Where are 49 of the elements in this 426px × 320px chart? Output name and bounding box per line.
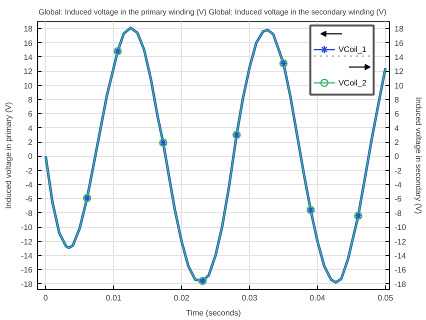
legend-label: VCoil_1: [338, 45, 368, 54]
y2-tick-label: -12: [394, 237, 407, 246]
y-tick-label: 14: [24, 52, 34, 62]
legend-label: VCoil_2: [338, 78, 368, 88]
y2-tick-label: 18: [394, 24, 404, 34]
y-tick-label: -8: [25, 208, 34, 218]
y-axis-title: Induced voltage in primary (V): [4, 102, 13, 209]
x-tick-label: 0.04: [310, 294, 326, 302]
y2-tick-label: 2: [394, 138, 400, 148]
y2-tick-label: -8: [394, 208, 402, 218]
y2-tick-label: 12: [394, 67, 404, 76]
y-tick-label: 12: [24, 67, 34, 76]
y2-tick-label: 8: [394, 95, 400, 104]
y-tick-label: -2: [25, 166, 34, 176]
y2-tick-label: -6: [394, 194, 402, 204]
y2-tick-label: -4: [394, 180, 402, 190]
y-tick-label: -14: [20, 251, 34, 260]
x-tick-label: 0.01: [106, 294, 122, 302]
y-tick-label: 8: [28, 95, 34, 104]
y2-tick-label: 10: [394, 81, 404, 90]
y-tick-label: 18: [24, 24, 34, 34]
y2-tick-label: -16: [394, 266, 407, 275]
x-tick-label: 0: [43, 294, 48, 302]
y-tick-label: -6: [25, 194, 34, 204]
y-tick-label: 4: [28, 124, 34, 133]
x-tick-label: 0.05: [378, 294, 394, 302]
y-tick-label: 16: [24, 38, 34, 48]
y2-tick-label: 16: [394, 38, 404, 48]
x-tick-label: 0.03: [242, 294, 258, 302]
y-tick-label: -10: [20, 223, 34, 232]
y2-axis-title: Induced voltage in secondary (V): [414, 97, 424, 214]
y-tick-label: 10: [24, 81, 34, 90]
x-tick-label: 0.02: [174, 294, 190, 302]
y2-tick-label: 14: [394, 52, 404, 62]
y-tick-label: 0: [28, 152, 34, 162]
y2-tick-label: -2: [394, 166, 402, 176]
y2-tick-label: -10: [394, 223, 407, 232]
y2-tick-label: 6: [394, 110, 400, 119]
y-tick-label: -12: [20, 237, 34, 246]
y2-tick-label: -18: [394, 280, 407, 289]
y2-tick-label: -14: [394, 251, 407, 260]
y-tick-label: -4: [25, 180, 34, 190]
y2-tick-label: 0: [394, 152, 400, 162]
x-axis-title: Time (seconds): [186, 308, 242, 318]
y-tick-label: 6: [28, 110, 34, 119]
y-tick-label: -16: [20, 266, 34, 275]
y2-tick-label: 4: [394, 124, 400, 133]
y-tick-label: -18: [20, 280, 34, 289]
y-tick-label: 2: [28, 138, 34, 148]
